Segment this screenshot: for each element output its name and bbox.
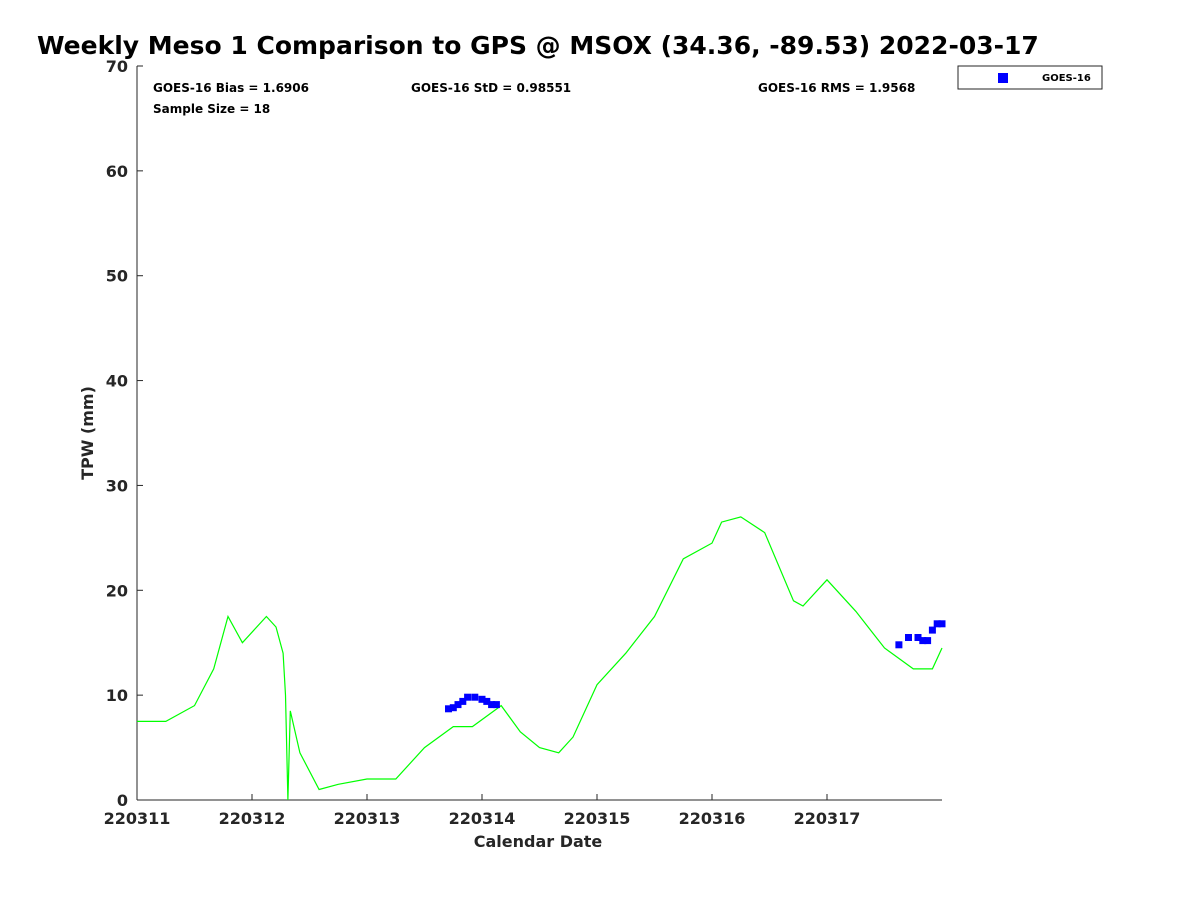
goes16-point [449,704,457,712]
y-tick-label: 40 [106,372,128,391]
legend-marker [998,73,1008,83]
goes16-point [483,697,491,705]
legend-label: GOES-16 [1042,73,1091,84]
goes16-point [464,693,472,701]
y-tick-label: 60 [106,162,128,181]
x-axis-label: Calendar Date [474,832,603,851]
y-tick-label: 70 [106,57,128,76]
goes16-series-points [445,620,946,713]
axis-ticks: 0 10 20 30 40 50 60 70 220311 220312 220313 220314 2… [104,57,861,828]
goes16-point [924,637,932,645]
goes16-point [471,693,479,701]
y-tick-label: 50 [106,267,128,286]
legend: GOES-16 [957,65,1103,90]
goes16-point [928,626,936,634]
goes16-point [933,620,941,628]
x-tick-label: 220312 [219,809,286,828]
x-tick-label: 220315 [564,809,631,828]
goes16-point [445,705,452,713]
goes16-point [459,697,467,705]
bias-stat: GOES-16 Bias = 1.6906 [153,81,309,95]
x-tick-label: 220317 [794,809,861,828]
goes16-point [914,634,922,641]
goes16-point [919,637,927,645]
y-tick-label: 30 [106,476,128,495]
goes16-point [895,641,903,649]
goes16-point [454,701,462,709]
gps-series-line [137,516,943,801]
sample-size-stat: Sample Size = 18 [153,102,270,116]
goes16-point [905,634,912,641]
x-tick-label: 220311 [104,809,171,828]
goes16-point [492,701,500,709]
y-tick-label: 20 [106,581,128,600]
goes16-point [478,695,486,703]
std-stat: GOES-16 StD = 0.98551 [411,81,571,95]
legend-box [957,65,1103,90]
rms-stat: GOES-16 RMS = 1.9568 [758,81,915,95]
y-axis-label: TPW (mm) [78,386,97,480]
x-tick-label: 220314 [449,809,516,828]
goes16-point [938,620,946,628]
y-tick-label: 10 [106,686,128,705]
chart-title: Weekly Meso 1 Comparison to GPS @ MSOX (… [37,31,1039,60]
y-tick-label: 0 [117,791,128,810]
x-tick-label: 220316 [679,809,746,828]
plot-area [136,66,942,801]
x-tick-label: 220313 [334,809,401,828]
goes16-point [488,701,496,709]
